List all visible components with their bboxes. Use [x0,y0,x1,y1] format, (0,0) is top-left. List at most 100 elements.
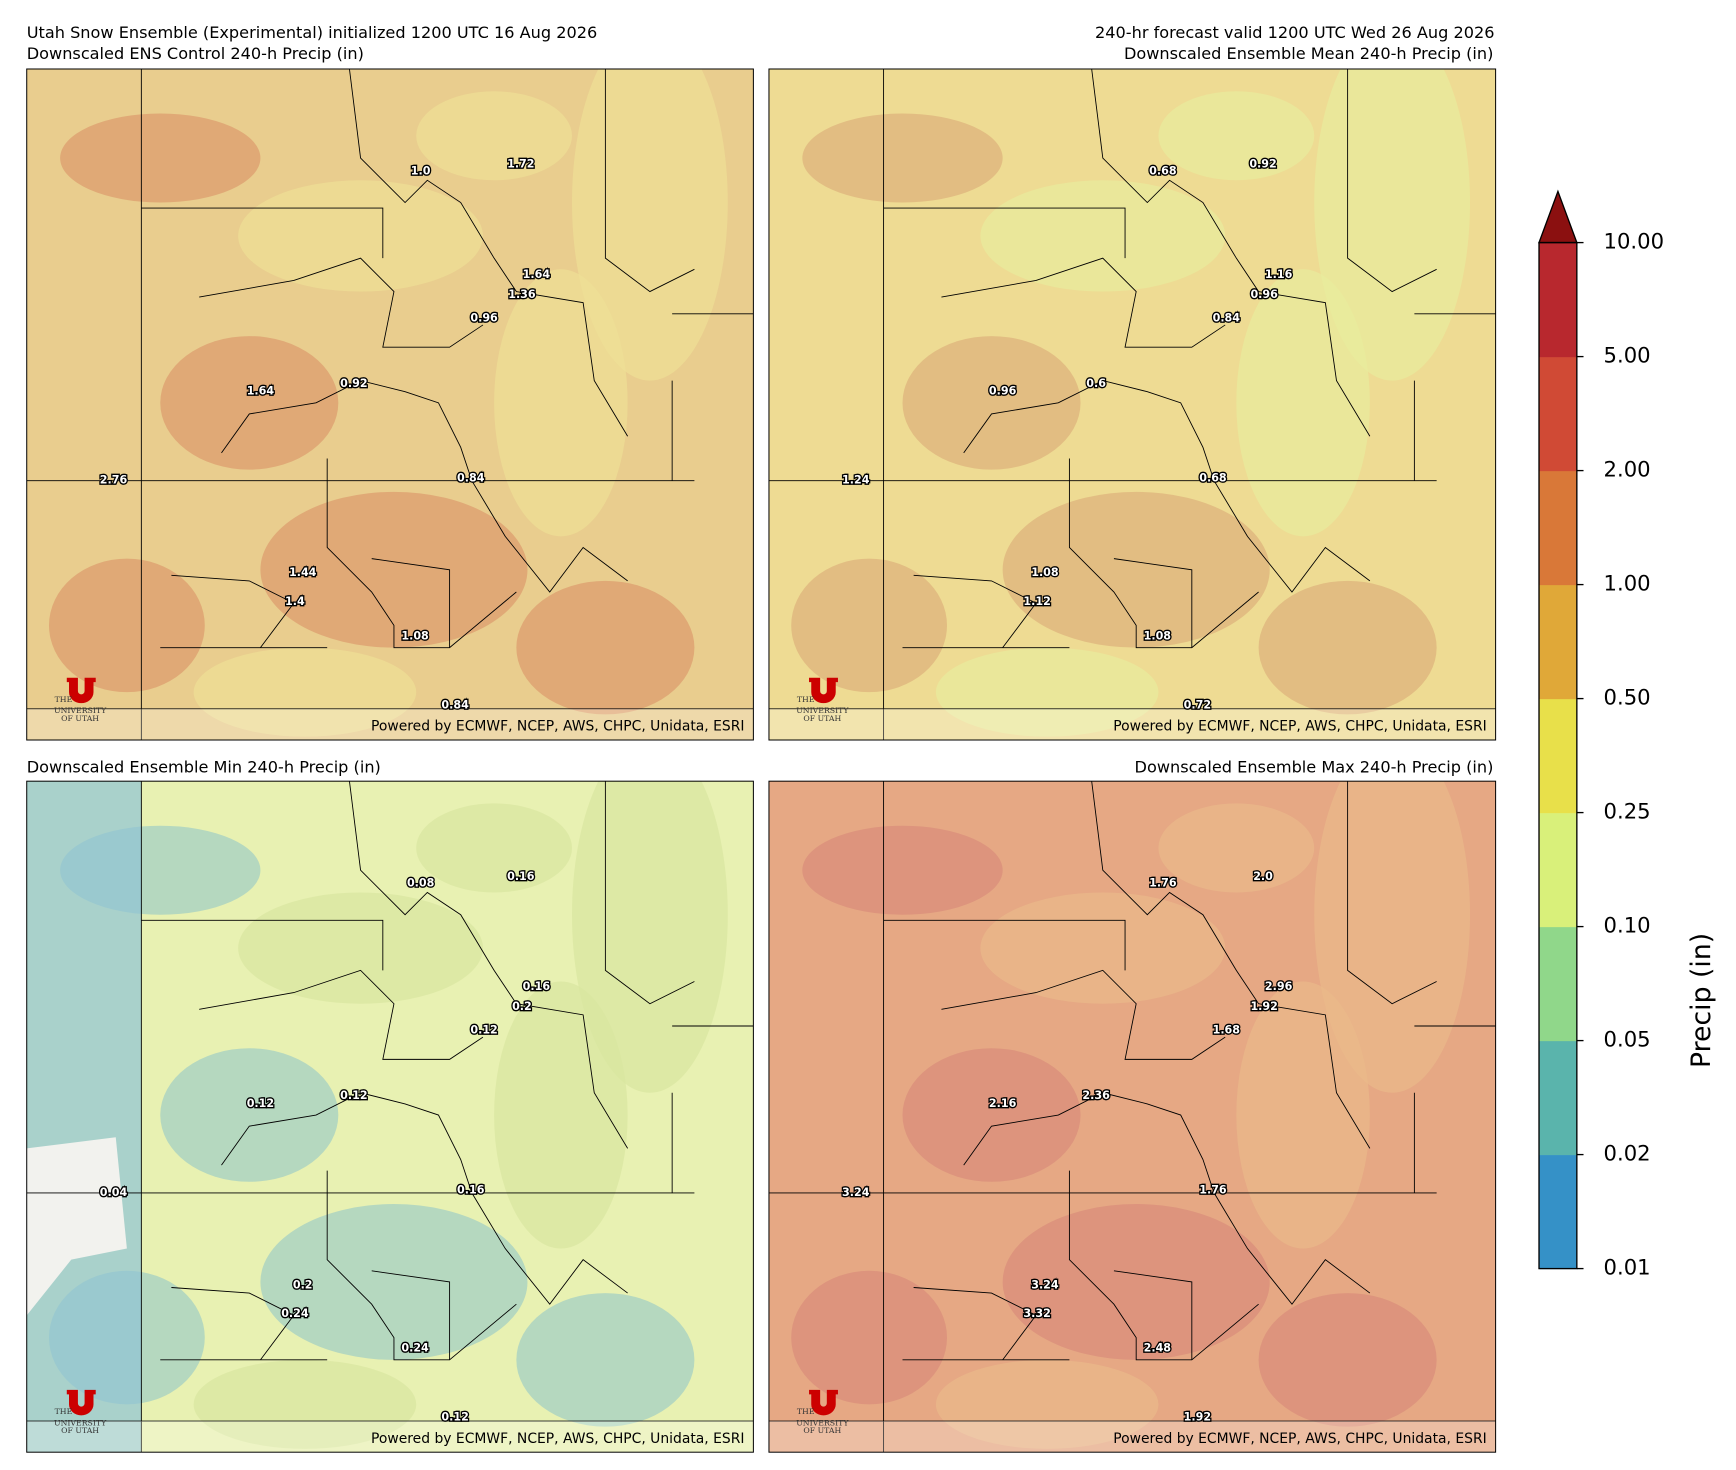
panel-title: Downscaled Ensemble Max 240-h Precip (in… [1135,757,1494,776]
logo-u [66,677,96,704]
precip-area [416,91,572,181]
panel-title: Downscaled ENS Control 240-h Precip (in) [27,44,364,63]
point-label: 0.24 [281,1307,309,1320]
colorbar-tick-label: 1.00 [1604,571,1651,596]
point-label: 1.64 [247,385,275,398]
point-label: 0.68 [1199,472,1227,485]
point-label: 1.92 [1184,1411,1211,1424]
colorbar-bin [1539,1154,1577,1270]
precip-area [980,180,1226,292]
point-label: 1.08 [401,630,429,643]
colorbar-border [1538,241,1578,1270]
point-label: 0.72 [1184,699,1211,712]
logo-text: UNIVERSITY [796,1418,849,1427]
point-label: 2.96 [1265,980,1293,993]
precip-area [193,647,417,737]
boundary [171,1287,295,1361]
boundary [883,207,1126,259]
logo-text: OF UTAH [803,1426,841,1435]
point-label: 0.24 [401,1342,429,1355]
point-label: 1.92 [1250,1000,1277,1013]
precip-area [802,113,1003,203]
precip-area [416,803,572,893]
colorbar-label: Precip (in) [1686,933,1717,1068]
map-panel [26,68,754,741]
map-panel [768,68,1496,741]
boundary [941,257,1226,348]
point-label: 2.76 [100,474,128,487]
point-label: 1.08 [1144,630,1172,643]
point-label: 0.16 [507,870,535,883]
dry-area [26,1137,127,1316]
precip-area [902,1048,1081,1182]
point-label: 0.84 [441,699,469,712]
precip-area [935,647,1159,737]
point-label: 0.68 [1149,164,1177,177]
point-label: 1.16 [1265,268,1293,281]
precip-area [935,1359,1159,1449]
point-label: 3.24 [842,1186,870,1199]
point-label: 1.68 [1213,1023,1241,1036]
point-label: 0.96 [470,311,498,324]
logo-u [809,1389,838,1416]
point-label: 1.12 [1023,595,1050,608]
point-label: 0.96 [989,385,1017,398]
boundary [171,574,295,648]
point-label: 0.12 [340,1089,367,1102]
colorbar-bin [1539,356,1577,472]
colorbar-tick-label: 0.10 [1604,913,1651,938]
point-label: 3.32 [1023,1307,1050,1320]
precip-area [791,1270,948,1405]
precip-area [572,781,728,1093]
logo-text: UNIVERSITY [54,1418,107,1427]
point-label: 1.64 [523,268,551,281]
panel-border [768,68,1497,741]
boundary [221,380,628,593]
boundary [1347,68,1437,293]
boundary [963,1092,1371,1305]
precip-area [1236,981,1370,1249]
point-label: 0.6 [1086,377,1106,390]
precip-area [791,558,948,693]
precip-area [902,336,1081,470]
precip-area [60,113,261,203]
precip-area [1258,1293,1437,1427]
precip-area [1258,580,1437,715]
precip-area [48,558,205,693]
credit-strip [768,1421,1496,1453]
boundary [221,1092,628,1305]
panel-title: Downscaled Ensemble Min 240-h Precip (in… [27,757,381,776]
point-label: 0.12 [470,1023,497,1036]
logo-text: THE [797,1407,815,1416]
point-label: 2.36 [1082,1089,1110,1102]
boundary [913,1287,1037,1361]
colorbar-bin [1539,812,1577,928]
point-label: 0.92 [1249,158,1276,171]
boundary [941,969,1226,1060]
precip-area [494,269,628,537]
colorbar-bin [1539,470,1577,586]
map-panel [768,781,1496,1453]
colorbar-bin [1539,698,1577,814]
logo-u [66,1389,96,1416]
point-label: 0.04 [100,1186,128,1199]
point-label: 1.72 [507,158,534,171]
boundary [371,1270,451,1360]
colorbar-tick-label: 10.00 [1604,229,1664,254]
boundary [141,919,384,971]
boundary [1091,781,1371,1149]
colorbar-extend [1538,189,1578,244]
point-label: 0.96 [1250,288,1278,301]
precip-area [802,825,1003,915]
precip-area [516,580,695,715]
logo-text: UNIVERSITY [54,706,107,715]
credit-strip [26,708,754,741]
credit-strip [768,708,1496,741]
boundary [1113,1270,1193,1360]
precip-area [1158,803,1315,893]
boundary [604,781,695,1005]
credit-strip [26,1421,754,1453]
precip-area [980,892,1226,1004]
colorbar-bin [1539,584,1577,700]
